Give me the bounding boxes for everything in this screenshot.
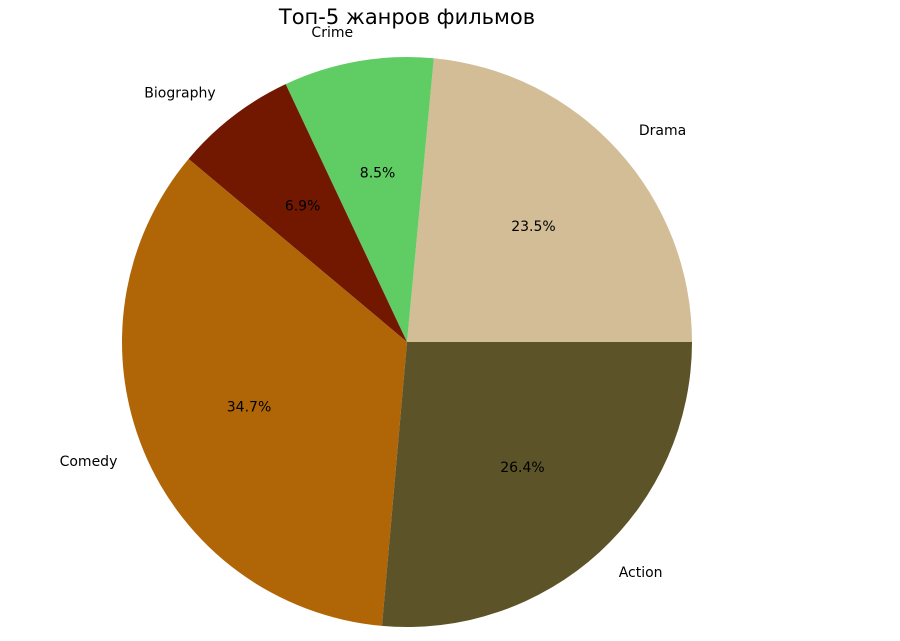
- percent-label: 8.5%: [360, 166, 396, 182]
- pie-slice: [407, 58, 692, 343]
- slice-label: Crime: [311, 25, 353, 41]
- slice-label: Action: [619, 565, 663, 581]
- pie-slice: [381, 342, 693, 627]
- chart-title: Топ-5 жанров фильмов: [278, 5, 535, 29]
- percent-label: 23.5%: [511, 219, 555, 235]
- pie-slice: [285, 57, 434, 343]
- slice-label: Drama: [639, 123, 686, 139]
- pie-slice: [188, 84, 407, 342]
- percent-label: 26.4%: [500, 460, 544, 476]
- percent-label: 34.7%: [227, 399, 271, 415]
- slice-label: Biography: [144, 86, 215, 102]
- pie-slice: [122, 158, 407, 626]
- slice-label: Comedy: [60, 454, 118, 470]
- percent-label: 6.9%: [285, 199, 321, 215]
